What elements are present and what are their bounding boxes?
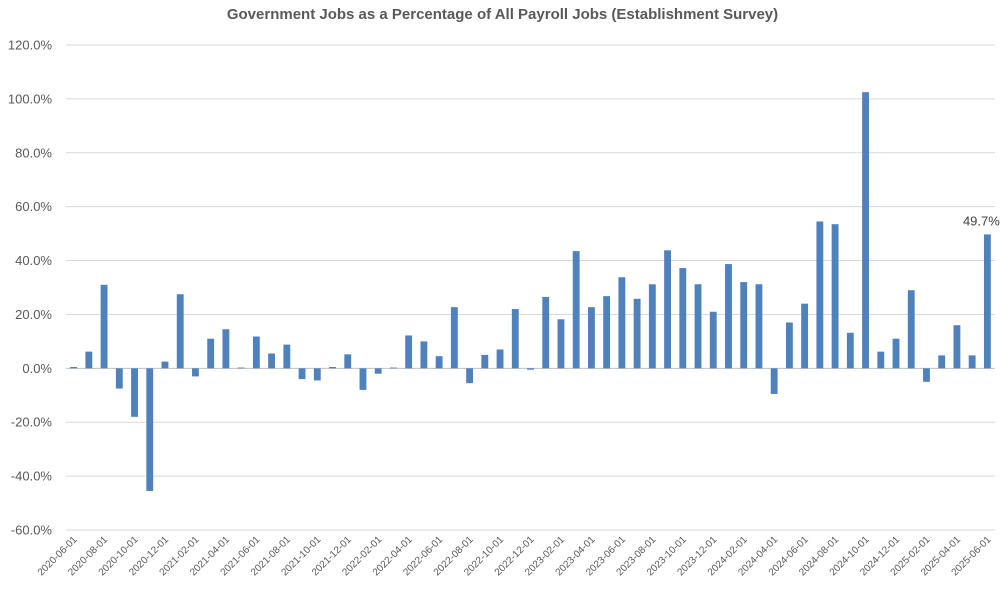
y-tick-label: 120.0% bbox=[8, 38, 53, 53]
bar bbox=[222, 329, 230, 369]
bar bbox=[207, 338, 215, 369]
bar bbox=[572, 251, 580, 369]
bar bbox=[679, 268, 687, 369]
bar bbox=[801, 303, 809, 369]
bar bbox=[496, 349, 504, 369]
bar bbox=[831, 224, 839, 369]
bar bbox=[70, 366, 78, 369]
bar bbox=[633, 298, 641, 369]
data-label: 49.7% bbox=[963, 213, 1000, 228]
bar bbox=[527, 368, 534, 370]
y-tick-label: -40.0% bbox=[11, 469, 53, 484]
bar bbox=[862, 92, 869, 369]
bar bbox=[268, 353, 276, 369]
bar bbox=[542, 296, 550, 369]
bar bbox=[161, 361, 169, 369]
bar bbox=[587, 307, 595, 369]
bar bbox=[420, 341, 428, 369]
bar bbox=[664, 250, 671, 369]
bar bbox=[359, 368, 367, 390]
bar bbox=[755, 284, 763, 369]
bar bbox=[694, 284, 702, 369]
bar bbox=[892, 338, 900, 369]
bar bbox=[146, 368, 154, 491]
bar bbox=[466, 368, 474, 384]
bar bbox=[907, 290, 915, 369]
bar bbox=[85, 351, 93, 369]
bar bbox=[923, 368, 930, 382]
bar bbox=[237, 367, 245, 369]
bar bbox=[877, 351, 885, 369]
bar bbox=[618, 277, 626, 369]
bar bbox=[344, 354, 352, 369]
bar bbox=[770, 368, 778, 394]
bar bbox=[938, 355, 946, 369]
bar bbox=[953, 325, 961, 369]
bar bbox=[252, 336, 260, 369]
bar bbox=[968, 355, 976, 369]
y-tick-label: 20.0% bbox=[15, 307, 52, 322]
bar bbox=[100, 284, 108, 369]
y-tick-label: -60.0% bbox=[11, 523, 53, 538]
y-tick-label: 0.0% bbox=[22, 361, 52, 376]
bar bbox=[725, 264, 732, 369]
bar bbox=[557, 319, 565, 369]
bar bbox=[648, 284, 656, 369]
bar bbox=[740, 282, 748, 369]
bar bbox=[603, 296, 611, 369]
bar bbox=[511, 309, 519, 369]
bar bbox=[405, 335, 413, 369]
bar bbox=[816, 221, 824, 369]
y-tick-label: 80.0% bbox=[15, 145, 52, 160]
chart-title: Government Jobs as a Percentage of All P… bbox=[226, 6, 779, 23]
y-tick-label: -20.0% bbox=[11, 415, 53, 430]
bar bbox=[131, 368, 138, 417]
bar bbox=[329, 366, 336, 369]
bar bbox=[450, 307, 458, 369]
bar bbox=[283, 344, 291, 369]
bar bbox=[481, 354, 489, 369]
bar bbox=[709, 311, 717, 369]
bar bbox=[374, 368, 382, 374]
y-tick-label: 60.0% bbox=[15, 199, 52, 214]
bar bbox=[176, 294, 184, 369]
bar bbox=[192, 368, 199, 377]
bar bbox=[435, 356, 443, 369]
bar bbox=[313, 368, 321, 381]
y-tick-label: 100.0% bbox=[8, 91, 53, 106]
bar bbox=[115, 368, 123, 389]
bar bbox=[298, 368, 306, 380]
bar bbox=[846, 332, 854, 369]
bar bbox=[785, 322, 793, 369]
bar bbox=[983, 234, 991, 369]
y-tick-label: 40.0% bbox=[15, 253, 52, 268]
bar bbox=[390, 367, 397, 369]
